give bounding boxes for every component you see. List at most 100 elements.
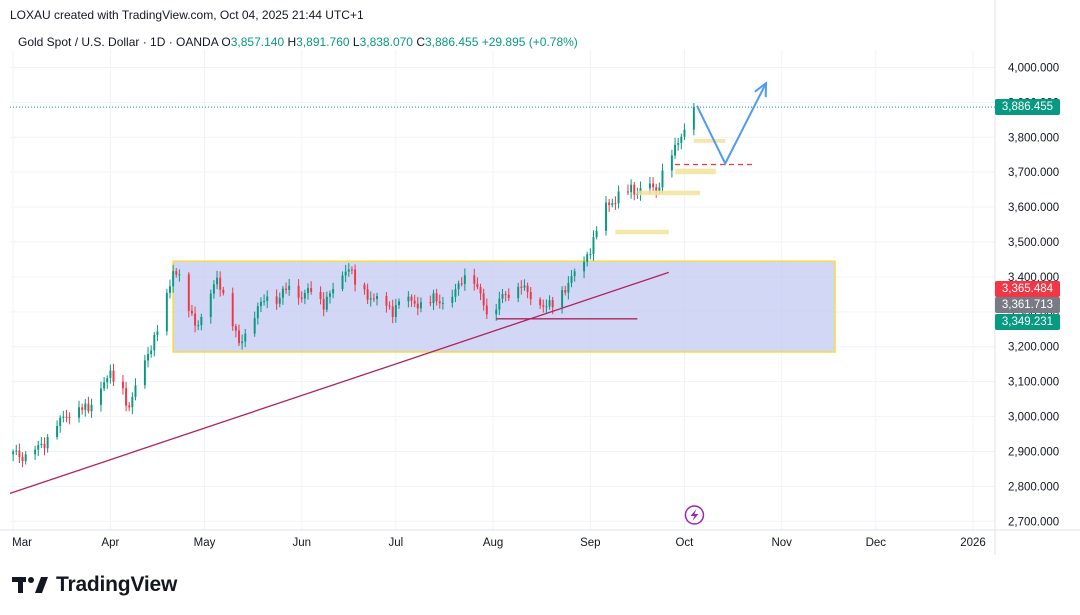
candle-body [432,293,435,304]
candlestick [297,279,300,305]
candle-body [573,271,576,277]
candlestick [344,264,347,283]
candle-body [288,285,291,290]
candlestick [128,402,131,412]
candle-body [451,296,454,303]
candle-body [363,284,366,290]
candle-body [372,298,375,300]
candle-body [81,407,84,410]
candlestick [300,291,303,303]
candle-body [222,289,225,294]
x-tick-label: Nov [771,537,792,549]
candlestick [454,283,457,303]
candlestick [84,399,87,417]
candle-body [517,286,520,299]
candlestick [692,103,695,136]
candlestick [194,306,197,333]
candle-body [539,299,542,306]
candle-body [156,331,159,335]
candlestick [21,452,24,468]
candle-body [319,291,322,300]
candlestick [608,198,611,212]
candle-body [435,293,438,302]
tradingview-logo-icon [12,577,48,593]
candle-body [341,275,344,290]
candlestick [156,325,159,342]
candle-body [307,288,309,294]
price-chart[interactable]: 4,000.0003,900.0003,800.0003,700.0003,60… [0,0,1080,560]
candlestick [680,133,683,150]
candlestick [523,279,526,291]
candle-body [40,443,43,446]
candlestick [59,415,62,433]
candlestick [354,264,357,292]
candle-body [473,275,476,284]
candlestick [253,311,256,337]
candle-body [410,296,413,301]
candle-body [670,155,673,171]
candle-body [398,301,400,306]
candlestick [319,286,322,305]
supply-demand-zone [675,168,716,175]
candle-body [501,294,504,299]
candlestick [661,163,664,194]
candlestick [498,291,501,316]
candle-body [106,378,109,383]
candlestick [573,268,576,282]
candle-body [611,203,614,206]
candle-body [15,450,18,452]
candle-body [56,425,59,438]
candle-body [165,292,168,332]
candlestick [429,295,432,307]
candle-body [564,290,567,293]
candlestick [376,292,378,306]
candle-body [212,284,215,294]
candlestick [589,248,592,260]
candlestick [485,298,488,319]
candle-body [234,326,237,331]
candlestick [165,288,168,336]
x-tick-label: Oct [675,537,694,549]
candlestick [614,196,617,210]
price-tag: 3,361.713 [995,297,1060,314]
candle-body [354,269,357,285]
y-tick-label: 4,000.000 [1008,62,1059,74]
candlestick [398,298,400,309]
y-tick-label: 3,100.000 [1008,377,1059,389]
x-tick-label: Mar [12,537,32,549]
candle-body [46,437,49,449]
candle-body [143,360,146,386]
candlestick [109,364,112,384]
tradingview-logo[interactable]: TradingView [12,572,177,598]
candlestick [24,451,27,465]
candle-body [278,297,281,304]
supply-demand-zone [693,139,726,143]
candlestick [332,282,335,299]
candlestick [674,137,677,160]
candle-body [37,445,40,450]
candle-body [419,302,422,309]
candle-body [460,283,463,285]
price-tag: 3,365.484 [995,280,1060,297]
candle-body [103,382,106,389]
candle-body [542,305,545,307]
candlestick [416,296,419,316]
candlestick [256,302,259,325]
candle-body [454,289,457,297]
high-value: 3,891.760 [296,35,350,49]
candle-body [200,316,203,326]
candlestick [605,196,607,236]
candlestick [479,283,482,301]
candlestick [190,305,193,317]
candlestick [611,198,614,208]
candlestick [12,449,15,462]
candlestick [495,303,498,321]
y-tick-label: 2,700.000 [1008,516,1059,528]
candle-body [498,298,501,310]
candle-body [78,407,80,418]
symbol-legend[interactable]: Gold Spot / U.S. Dollar · 1D · OANDA O3,… [18,35,578,49]
open-label: O [221,35,231,49]
candlestick [90,398,93,418]
x-tick-label: Jun [292,537,311,549]
candle-body [34,449,37,455]
